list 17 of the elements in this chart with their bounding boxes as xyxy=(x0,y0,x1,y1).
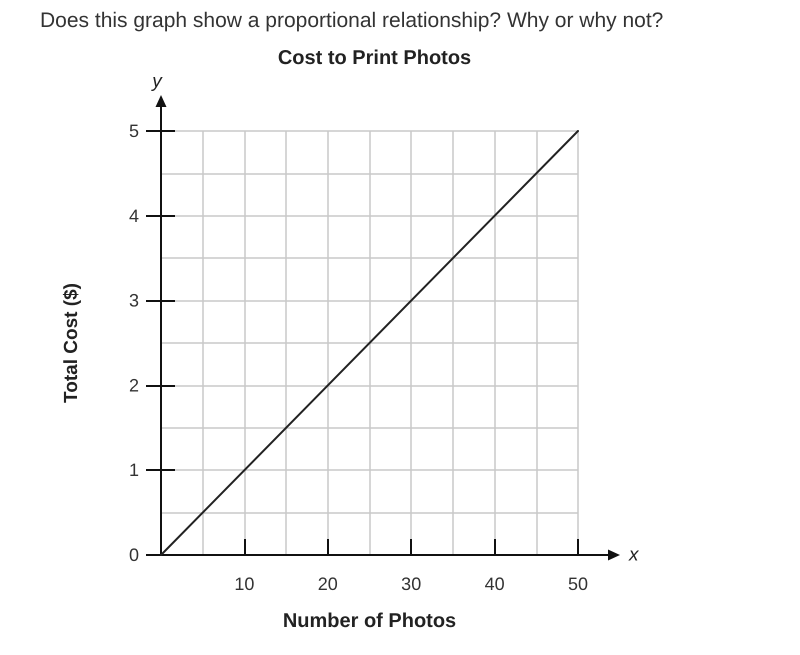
text: x xyxy=(628,544,640,566)
text: y xyxy=(150,71,164,92)
x-tick-label: 30 xyxy=(401,574,422,594)
x-axis-title: Number of Photos xyxy=(282,610,456,632)
x-tick-label: 10 xyxy=(234,574,254,594)
x-tick-label: 20 xyxy=(318,574,338,594)
x-tick-label: 50 xyxy=(568,574,588,594)
chart-title: Cost to Print Photos xyxy=(278,47,472,69)
y-tick-label: 5 xyxy=(128,121,139,141)
y-tick-label: 0 xyxy=(128,545,139,565)
x-tick-label: 40 xyxy=(484,574,505,594)
y-tick-label: 1 xyxy=(128,460,139,480)
y-tick-label: 4 xyxy=(128,206,139,226)
y-axis-title: Total Cost ($) xyxy=(61,283,82,403)
y-tick-label: 2 xyxy=(128,375,139,396)
y-tick-label: 3 xyxy=(128,290,139,311)
text: Does this graph show a proportional relationship? Why or why not? xyxy=(40,9,664,32)
